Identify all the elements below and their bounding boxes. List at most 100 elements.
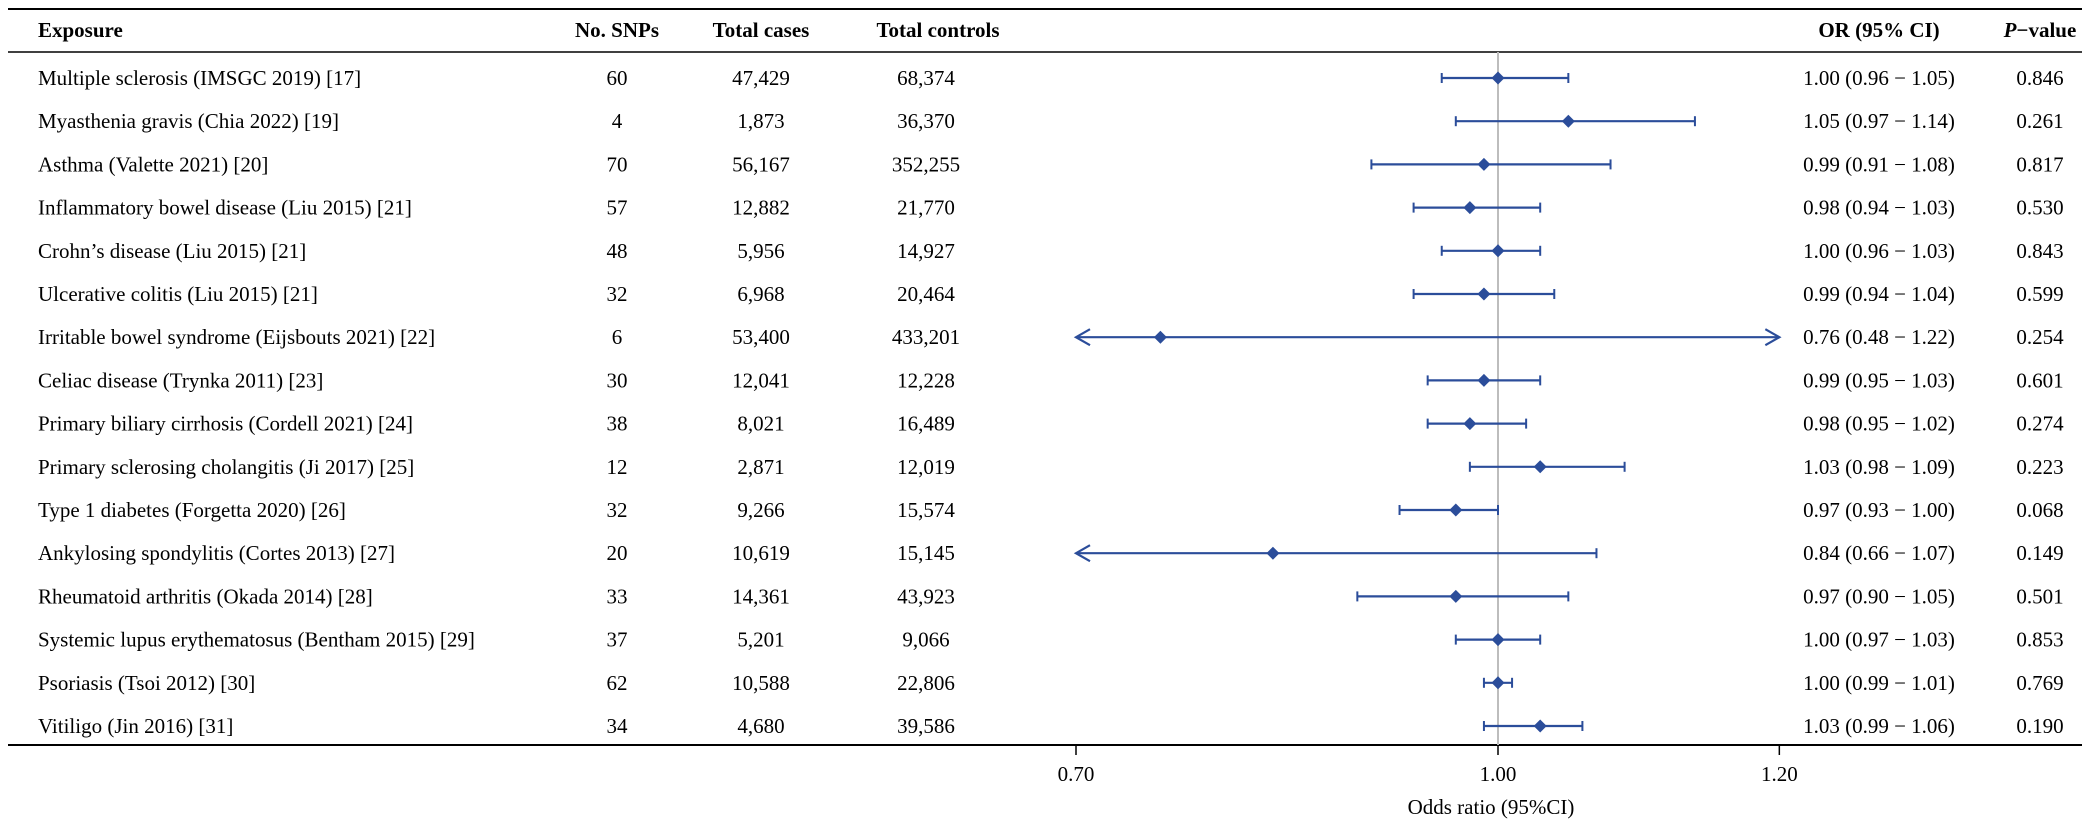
cases-value: 5,956 [737, 239, 784, 263]
cases-value: 56,167 [732, 152, 790, 176]
cases-value: 14,361 [732, 584, 790, 608]
cases-value: 47,429 [732, 66, 790, 90]
snps-value: 4 [612, 109, 623, 133]
or-point [1491, 71, 1505, 85]
exposure-label: Celiac disease (Trynka 2011) [23] [38, 368, 323, 392]
p-value: 0.274 [2016, 412, 2064, 436]
cases-value: 1,873 [737, 109, 784, 133]
controls-value: 14,927 [897, 239, 955, 263]
snps-value: 48 [607, 239, 628, 263]
or-point [1477, 287, 1491, 301]
or-point [1463, 417, 1477, 431]
or-ci-value: 0.97 (0.93 − 1.00) [1803, 498, 1955, 522]
p-value: 0.149 [2016, 541, 2063, 565]
snps-value: 34 [607, 714, 629, 738]
forest-rows: Multiple sclerosis (IMSGC 2019) [17] 60 47… [38, 66, 2064, 738]
exposure-label: Asthma (Valette 2021) [20] [38, 152, 268, 176]
or-ci-value: 0.98 (0.94 − 1.03) [1803, 196, 1955, 220]
controls-value: 22,806 [897, 671, 955, 695]
controls-value: 43,923 [897, 584, 955, 608]
controls-value: 39,586 [897, 714, 955, 738]
exposure-label: Type 1 diabetes (Forgetta 2020) [26] [38, 498, 346, 522]
snps-value: 57 [607, 196, 628, 220]
x-tick-label: 1.00 [1480, 762, 1517, 786]
header-exposure: Exposure [38, 18, 123, 42]
controls-value: 36,370 [897, 109, 955, 133]
or-point [1477, 373, 1491, 387]
exposure-label: Multiple sclerosis (IMSGC 2019) [17] [38, 66, 361, 90]
controls-value: 9,066 [902, 628, 949, 652]
header-p-prefix: P [2003, 18, 2017, 42]
or-ci-value: 1.00 (0.97 − 1.03) [1803, 628, 1955, 652]
ci-arrow-left [1073, 544, 1091, 563]
controls-value: 68,374 [897, 66, 955, 90]
or-point [1491, 244, 1505, 258]
controls-value: 20,464 [897, 282, 955, 306]
snps-value: 33 [607, 584, 628, 608]
exposure-label: Crohn’s disease (Liu 2015) [21] [38, 239, 306, 263]
cases-value: 4,680 [737, 714, 784, 738]
snps-value: 32 [607, 498, 628, 522]
x-axis-label: Odds ratio (95%CI) [1408, 795, 1575, 819]
or-point [1533, 719, 1547, 733]
header-p-suffix: −value [2017, 18, 2077, 42]
cases-value: 9,266 [737, 498, 784, 522]
snps-value: 62 [607, 671, 628, 695]
or-ci-value: 1.03 (0.98 − 1.09) [1803, 455, 1955, 479]
exposure-label: Ulcerative colitis (Liu 2015) [21] [38, 282, 318, 306]
snps-value: 37 [607, 628, 628, 652]
or-ci-value: 0.97 (0.90 − 1.05) [1803, 584, 1955, 608]
header-snps: No. SNPs [575, 18, 659, 42]
p-value: 0.846 [2016, 66, 2063, 90]
controls-value: 433,201 [892, 325, 960, 349]
exposure-label: Psoriasis (Tsoi 2012) [30] [38, 671, 255, 695]
p-value: 0.223 [2016, 455, 2063, 479]
or-ci-value: 0.99 (0.91 − 1.08) [1803, 152, 1955, 176]
or-point [1449, 503, 1463, 517]
cases-value: 12,041 [732, 368, 790, 392]
snps-value: 30 [607, 368, 628, 392]
snps-value: 38 [607, 412, 628, 436]
p-value: 0.190 [2016, 714, 2063, 738]
p-value: 0.501 [2016, 584, 2063, 608]
or-point [1266, 546, 1280, 560]
or-point [1491, 633, 1505, 647]
or-point [1477, 157, 1491, 171]
snps-value: 20 [607, 541, 628, 565]
cases-value: 10,588 [732, 671, 790, 695]
or-point [1561, 114, 1575, 128]
or-ci-value: 0.98 (0.95 − 1.02) [1803, 412, 1955, 436]
or-ci-value: 1.00 (0.99 − 1.01) [1803, 671, 1955, 695]
cases-value: 10,619 [732, 541, 790, 565]
cases-value: 2,871 [737, 455, 784, 479]
p-value: 0.769 [2016, 671, 2063, 695]
or-ci-value: 1.00 (0.96 − 1.05) [1803, 66, 1955, 90]
or-ci-value: 0.99 (0.94 − 1.04) [1803, 282, 1955, 306]
ci-arrow-left [1073, 328, 1091, 347]
cases-value: 6,968 [737, 282, 784, 306]
exposure-label: Vitiligo (Jin 2016) [31] [38, 714, 233, 738]
cases-value: 53,400 [732, 325, 790, 349]
exposure-label: Myasthenia gravis (Chia 2022) [19] [38, 109, 339, 133]
exposure-label: Inflammatory bowel disease (Liu 2015) [2… [38, 196, 412, 220]
p-value: 0.843 [2016, 239, 2063, 263]
x-axis: 0.70 1.00 1.20 [1058, 745, 1798, 786]
or-point [1153, 330, 1167, 344]
or-ci-value: 1.00 (0.96 − 1.03) [1803, 239, 1955, 263]
snps-value: 6 [612, 325, 623, 349]
p-value: 0.254 [2016, 325, 2064, 349]
controls-value: 12,019 [897, 455, 955, 479]
ci-arrow-right [1764, 328, 1782, 347]
cases-value: 5,201 [737, 628, 784, 652]
cases-value: 8,021 [737, 412, 784, 436]
p-value: 0.853 [2016, 628, 2063, 652]
exposure-label: Primary biliary cirrhosis (Cordell 2021)… [38, 412, 413, 436]
p-value: 0.068 [2016, 498, 2063, 522]
controls-value: 21,770 [897, 196, 955, 220]
p-value: 0.601 [2016, 368, 2063, 392]
or-ci-value: 0.99 (0.95 − 1.03) [1803, 368, 1955, 392]
exposure-label: Primary sclerosing cholangitis (Ji 2017)… [38, 455, 414, 479]
exposure-label: Ankylosing spondylitis (Cortes 2013) [27… [38, 541, 395, 565]
header-controls: Total controls [876, 18, 999, 42]
